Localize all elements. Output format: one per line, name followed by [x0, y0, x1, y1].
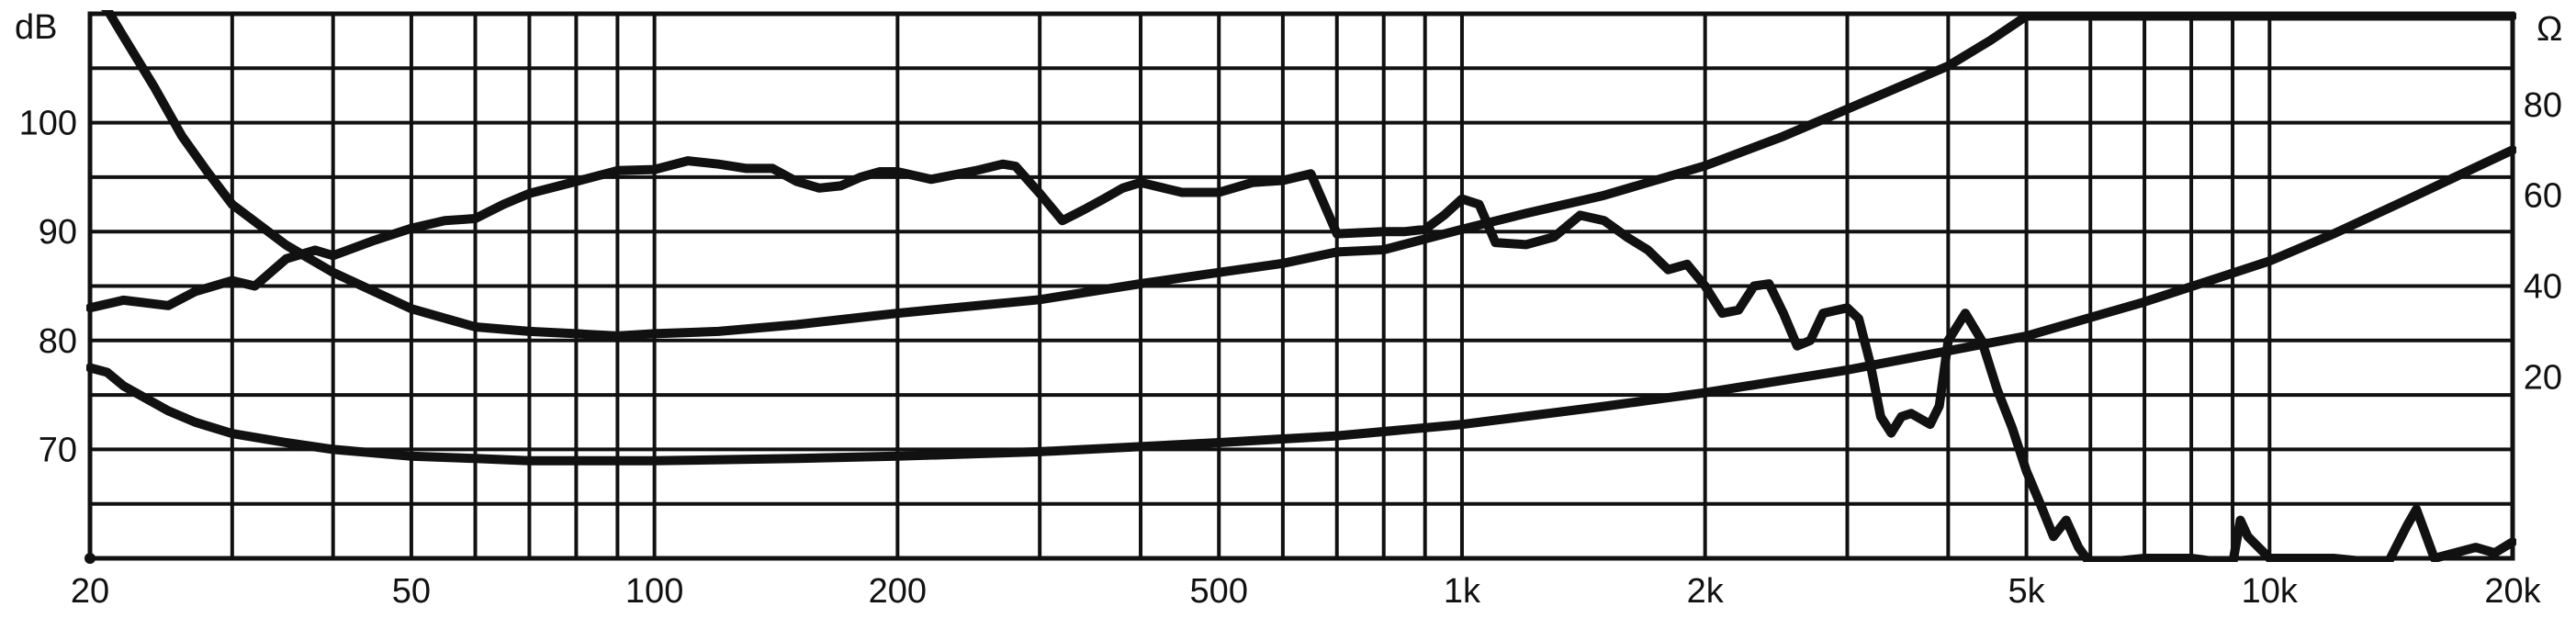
x-tick-label-9: 20k [2484, 572, 2541, 611]
plot-border [87, 11, 2515, 561]
y-right-tick-label-2: 60 [2524, 177, 2562, 216]
origin-dot [84, 553, 96, 564]
x-tick-label-0: 20 [71, 572, 109, 611]
x-tick-label-7: 5k [2008, 572, 2046, 611]
series-line-1 [100, 10, 2516, 341]
x-tick-label-2: 100 [625, 572, 683, 611]
tick-labels: 20 50 100 200 500 1k 2k 5k 10k 20k 70 80 90 100 20 40 60… [19, 86, 2562, 611]
grid [88, 14, 2514, 558]
y-right-tick-label-0: 20 [2524, 358, 2562, 397]
x-tick-label-1: 50 [392, 572, 431, 611]
y-left-tick-label-1: 80 [39, 322, 77, 361]
series-line-2 [86, 145, 2516, 466]
series-group [84, 10, 2516, 564]
x-tick-label-4: 500 [1190, 572, 1248, 611]
x-tick-label-5: 1k [1444, 572, 1481, 611]
x-tick-label-6: 2k [1687, 572, 1725, 611]
y-right-tick-label-3: 80 [2524, 86, 2562, 125]
y-right-unit-label: Ω [2537, 10, 2562, 49]
y-left-unit-label: dB [15, 8, 57, 47]
x-tick-label-8: 10k [2242, 572, 2299, 611]
y-left-tick-label-3: 100 [19, 105, 77, 143]
y-right-tick-label-1: 40 [2524, 268, 2562, 307]
x-tick-label-3: 200 [869, 572, 927, 611]
plot-frame [87, 11, 2515, 561]
y-left-tick-label-0: 70 [39, 431, 77, 469]
series-line-0 [86, 156, 2516, 562]
y-left-tick-label-2: 90 [39, 213, 77, 252]
